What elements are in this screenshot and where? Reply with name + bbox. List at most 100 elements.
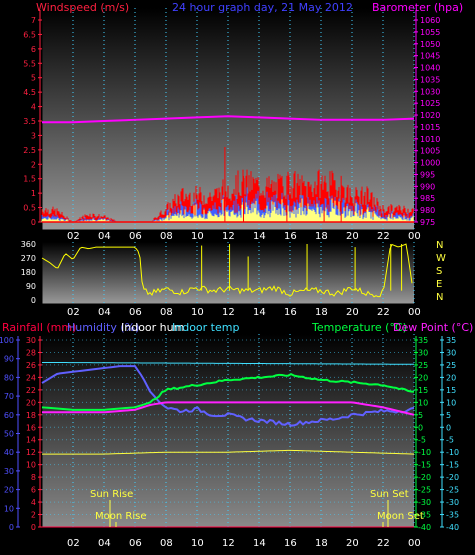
x-tick-label: 06 — [129, 231, 142, 242]
panel-direction-bg — [42, 242, 414, 304]
rain-tick-label: 2 — [31, 511, 36, 520]
barometer-tick-label: 990 — [420, 182, 435, 191]
x-tick-label: 08 — [160, 307, 173, 318]
x-tick-label: 22 — [377, 231, 390, 242]
barometer-tick-label: 995 — [420, 170, 435, 179]
rain-tick-label: 30 — [26, 336, 36, 345]
windspeed-tick-label: 0.5 — [23, 204, 36, 213]
rain-tick-label: 16 — [26, 423, 36, 432]
x-tick-label: 06 — [129, 538, 142, 549]
windspeed-tick-label: 4 — [31, 103, 36, 112]
x-tick-label: 20 — [346, 307, 359, 318]
temperature-tick-label: 20 — [418, 373, 428, 382]
windspeed-tick-label: 5.5 — [23, 59, 36, 68]
rain-tick-label: 28 — [26, 348, 36, 357]
humidity-tick-label: 50 — [4, 430, 14, 439]
x-tick-label: 18 — [315, 231, 328, 242]
barometer-tick-label: 975 — [420, 218, 435, 227]
x-tick-label: 10 — [191, 231, 204, 242]
x-tick-label: 06 — [129, 307, 142, 318]
indoor_hum-line — [42, 449, 415, 455]
temperature-tick-label: 5 — [418, 411, 423, 420]
moon-set-label: Moon Set — [377, 511, 424, 522]
x-tick-label: 00 — [408, 307, 421, 318]
rain-tick-label: 26 — [26, 361, 36, 370]
x-tick-label: 02 — [67, 538, 80, 549]
x-tick-label: 04 — [98, 538, 111, 549]
dew-tick-label: 0 — [446, 423, 451, 432]
windspeed-tick-label: 6 — [31, 45, 36, 54]
windspeed-tick-label: 2 — [31, 160, 36, 169]
temperature-tick-label: -10 — [418, 448, 431, 457]
dew-tick-label: -30 — [446, 498, 459, 507]
x-tick-label: 08 — [160, 538, 173, 549]
barometer-tick-label: 1040 — [420, 64, 440, 73]
x-tick-label: 20 — [346, 538, 359, 549]
humidity-line — [41, 365, 415, 427]
dew-tick-label: -5 — [446, 436, 454, 445]
x-tick-label: 16 — [284, 538, 297, 549]
rain-tick-label: 0 — [31, 523, 36, 532]
x-tick-label: 16 — [284, 307, 297, 318]
windspeed-tick-label: 5 — [31, 74, 36, 83]
barometer-tick-label: 985 — [420, 194, 435, 203]
temperature-tick-label: -40 — [418, 523, 431, 532]
barometer-tick-label: 1050 — [420, 40, 440, 49]
temperature-tick-label: 35 — [418, 336, 428, 345]
dew-tick-label: 15 — [446, 386, 456, 395]
dew-tick-label: -25 — [446, 486, 459, 495]
humidity-tick-label: 0 — [9, 523, 14, 532]
temperature-tick-label: 15 — [418, 386, 428, 395]
x-tick-label: 12 — [222, 307, 235, 318]
windspeed-tick-label: 6.5 — [23, 30, 36, 39]
humidity-tick-label: 90 — [4, 355, 14, 364]
indoor-temp-label: Indoor temp — [172, 321, 239, 334]
temperature-tick-label: -35 — [418, 511, 431, 520]
barometer-tick-label: 1055 — [420, 28, 440, 37]
dew-tick-label: -35 — [446, 511, 459, 520]
chart-title: 24 hour graph day, 21 May 2012 — [172, 1, 353, 14]
x-tick-label: 12 — [222, 231, 235, 242]
windspeed-tick-label: 7 — [31, 16, 36, 25]
rain-tick-label: 24 — [26, 373, 36, 382]
humidity-tick-label: 100 — [0, 336, 14, 345]
x-tick-label: 12 — [222, 538, 235, 549]
x-tick-label: 10 — [191, 307, 204, 318]
x-tick-label: 04 — [98, 307, 111, 318]
humidity-tick-label: 40 — [4, 448, 14, 457]
rainfall-label: Rainfall (mm) — [2, 321, 76, 334]
x-tick-label: 08 — [160, 231, 173, 242]
rain-tick-label: 22 — [26, 386, 36, 395]
humidity-tick-label: 30 — [4, 467, 14, 476]
barometer-line — [42, 115, 415, 124]
barometer-tick-label: 1060 — [420, 16, 440, 25]
dew-tick-label: 10 — [446, 398, 456, 407]
rain-tick-label: 20 — [26, 398, 36, 407]
dew_point-line — [42, 401, 415, 416]
humidity-tick-label: 20 — [4, 486, 14, 495]
dew-tick-label: 20 — [446, 373, 456, 382]
temperature-tick-label: -15 — [418, 461, 431, 470]
x-tick-label: 22 — [377, 538, 390, 549]
windspeed-label: Windspeed (m/s) — [36, 1, 129, 14]
direction-tick-label: 90 — [26, 282, 36, 291]
rain-tick-label: 6 — [31, 486, 36, 495]
temperature-tick-label: 0 — [418, 423, 423, 432]
barometer-tick-label: 1005 — [420, 147, 440, 156]
windspeed-tick-label: 1.5 — [23, 175, 36, 184]
temperature-tick-label: 10 — [418, 398, 428, 407]
x-tick-label: 00 — [408, 231, 421, 242]
windspeed-tick-label: 2.5 — [23, 146, 36, 155]
barometer-tick-label: 980 — [420, 206, 435, 215]
windspeed-tick-label: 3 — [31, 131, 36, 140]
indoor_temp-line — [41, 361, 415, 365]
direction-letter: W — [436, 253, 446, 264]
barometer-tick-label: 1035 — [420, 75, 440, 84]
x-tick-label: 18 — [315, 307, 328, 318]
temperature-tick-label: -20 — [418, 473, 431, 482]
barometer-tick-label: 1030 — [420, 87, 440, 96]
barometer-tick-label: 1020 — [420, 111, 440, 120]
rain-tick-label: 14 — [26, 436, 36, 445]
x-tick-label: 14 — [253, 231, 266, 242]
